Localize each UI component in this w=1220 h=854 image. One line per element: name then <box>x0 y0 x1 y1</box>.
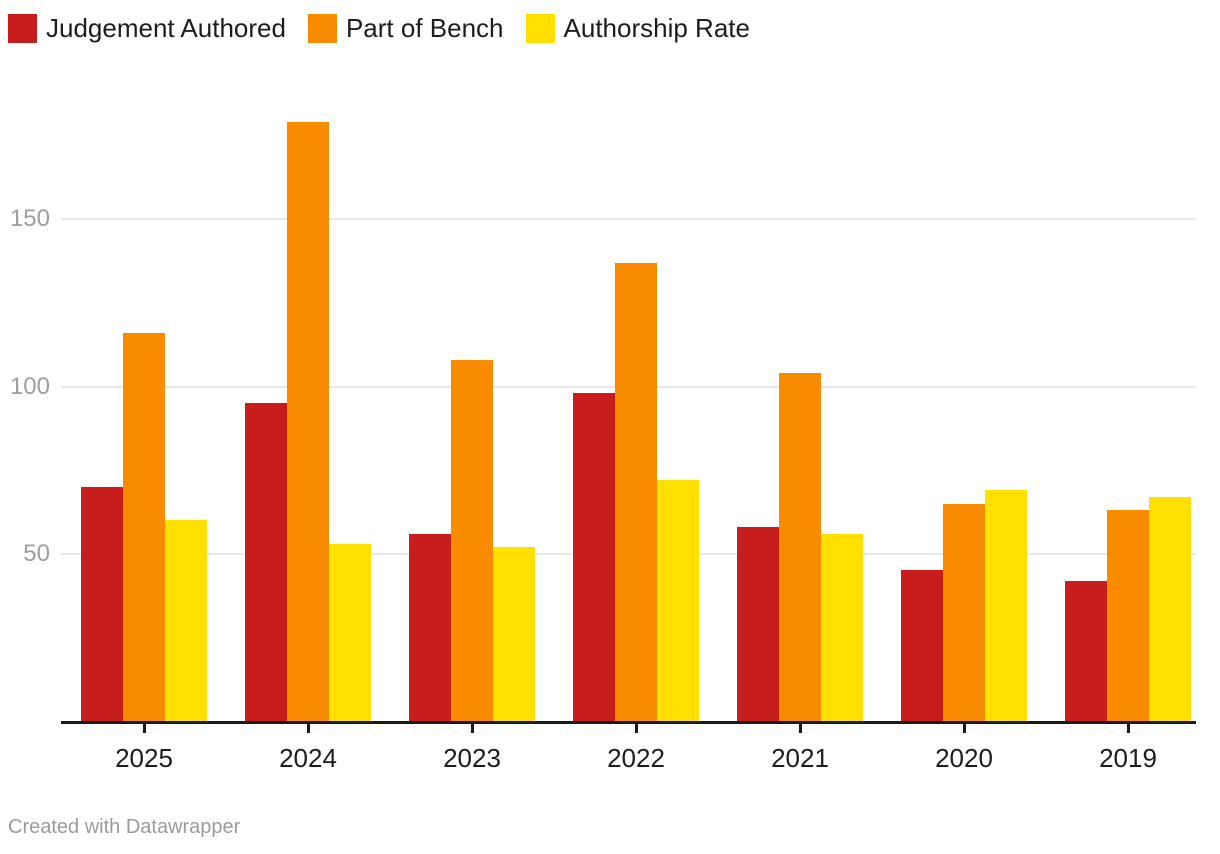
bar-2021-authorship-rate <box>821 534 863 721</box>
bar-2020-authorship-rate <box>985 490 1027 721</box>
x-tick-2021 <box>799 724 802 733</box>
bar-2022-part-of-bench <box>615 263 657 721</box>
bar-2024-part-of-bench <box>287 122 329 721</box>
x-axis-line <box>61 721 1196 724</box>
bar-2020-part-of-bench <box>943 504 985 721</box>
chart-legend: Judgement Authored Part of Bench Authors… <box>8 13 750 44</box>
bar-2025-part-of-bench <box>123 333 165 721</box>
legend-label: Judgement Authored <box>46 13 286 43</box>
bar-2020-judgement-authored <box>901 570 943 721</box>
gridline-150 <box>61 218 1196 221</box>
x-tick-2022 <box>635 724 638 733</box>
y-tick-label-150: 150 <box>9 205 50 232</box>
legend-label: Part of Bench <box>345 13 504 43</box>
x-tick-2023 <box>471 724 474 733</box>
bar-2021-judgement-authored <box>737 527 779 721</box>
x-category-label-2025: 2025 <box>115 743 173 773</box>
legend-swatch-yellow-icon <box>525 14 555 43</box>
bar-2023-part-of-bench <box>451 360 493 721</box>
x-category-label-2023: 2023 <box>443 743 501 773</box>
bar-2022-judgement-authored <box>573 393 615 721</box>
bar-2023-authorship-rate <box>493 547 535 721</box>
x-category-label-2019: 2019 <box>1099 743 1157 773</box>
bar-2019-judgement-authored <box>1065 581 1107 721</box>
legend-swatch-orange-icon <box>307 14 337 43</box>
x-category-label-2021: 2021 <box>771 743 829 773</box>
x-tick-2025 <box>143 724 146 733</box>
x-tick-2019 <box>1127 724 1130 733</box>
bar-2022-authorship-rate <box>657 480 699 721</box>
plot-area <box>61 52 1196 721</box>
attribution-text: Created with Datawrapper <box>8 816 241 838</box>
x-category-label-2024: 2024 <box>279 743 337 773</box>
x-tick-2020 <box>963 724 966 733</box>
y-tick-label-100: 100 <box>9 373 50 400</box>
bar-2025-authorship-rate <box>165 520 207 721</box>
legend-swatch-red-icon <box>8 14 37 43</box>
bar-2023-judgement-authored <box>409 534 451 721</box>
y-tick-label-50: 50 <box>23 540 50 567</box>
bar-2024-judgement-authored <box>245 403 287 721</box>
legend-item-part-of-bench: Part of Bench <box>307 13 504 44</box>
bar-2019-part-of-bench <box>1107 510 1149 721</box>
legend-label: Authorship Rate <box>563 13 750 43</box>
bar-2025-judgement-authored <box>81 487 123 721</box>
bar-2019-authorship-rate <box>1149 497 1191 721</box>
legend-item-authorship-rate: Authorship Rate <box>525 13 750 44</box>
x-tick-2024 <box>307 724 310 733</box>
legend-item-judgement-authored: Judgement Authored <box>8 13 286 44</box>
bar-2024-authorship-rate <box>329 544 371 721</box>
x-category-label-2022: 2022 <box>607 743 665 773</box>
x-category-label-2020: 2020 <box>935 743 993 773</box>
bar-2021-part-of-bench <box>779 373 821 721</box>
